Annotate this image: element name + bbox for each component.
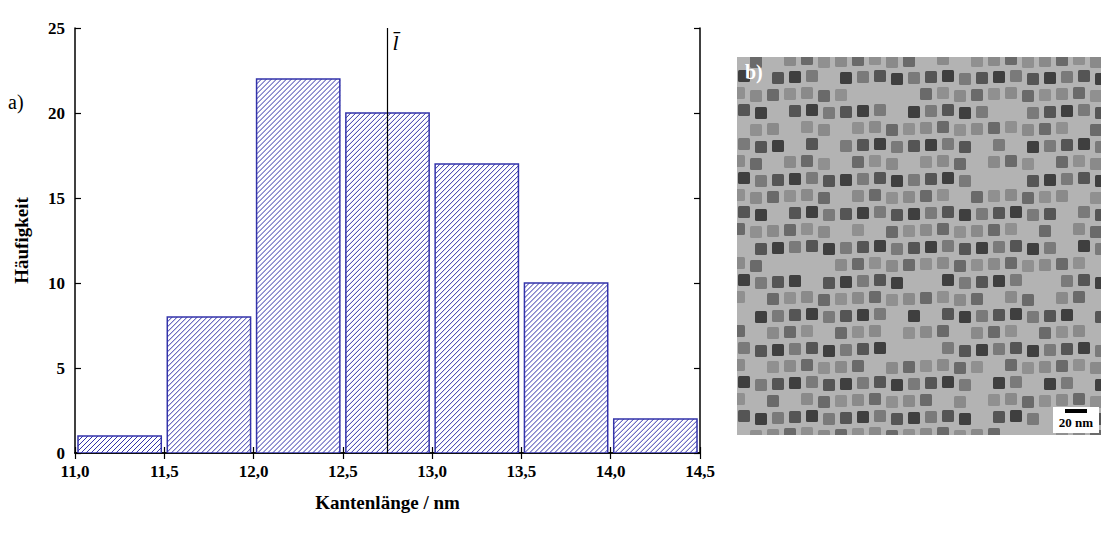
svg-text:12,5: 12,5 [328, 462, 358, 481]
svg-text:a): a) [8, 91, 24, 114]
svg-text:12,0: 12,0 [239, 462, 269, 481]
svg-text:14,0: 14,0 [596, 462, 626, 481]
svg-text:5: 5 [57, 359, 66, 378]
svg-text:25: 25 [48, 19, 65, 38]
svg-text:10: 10 [48, 274, 65, 293]
svg-text:Häufigkeit: Häufigkeit [11, 197, 32, 284]
html-text:20 nm: 20 nm [1058, 415, 1093, 430]
html-text:b): b) [745, 61, 763, 83]
svg-text:0: 0 [57, 444, 66, 463]
svg-text:20: 20 [48, 104, 65, 123]
svg-text:l̄: l̄ [393, 30, 402, 55]
svg-text:Kantenlänge / nm: Kantenlänge / nm [315, 492, 460, 513]
svg-text:13,5: 13,5 [507, 462, 537, 481]
svg-text:14,5: 14,5 [685, 462, 715, 481]
svg-text:13,0: 13,0 [417, 462, 447, 481]
svg-text:11,5: 11,5 [150, 462, 179, 481]
svg-text:15: 15 [48, 189, 65, 208]
svg-text:11,0: 11,0 [61, 462, 90, 481]
